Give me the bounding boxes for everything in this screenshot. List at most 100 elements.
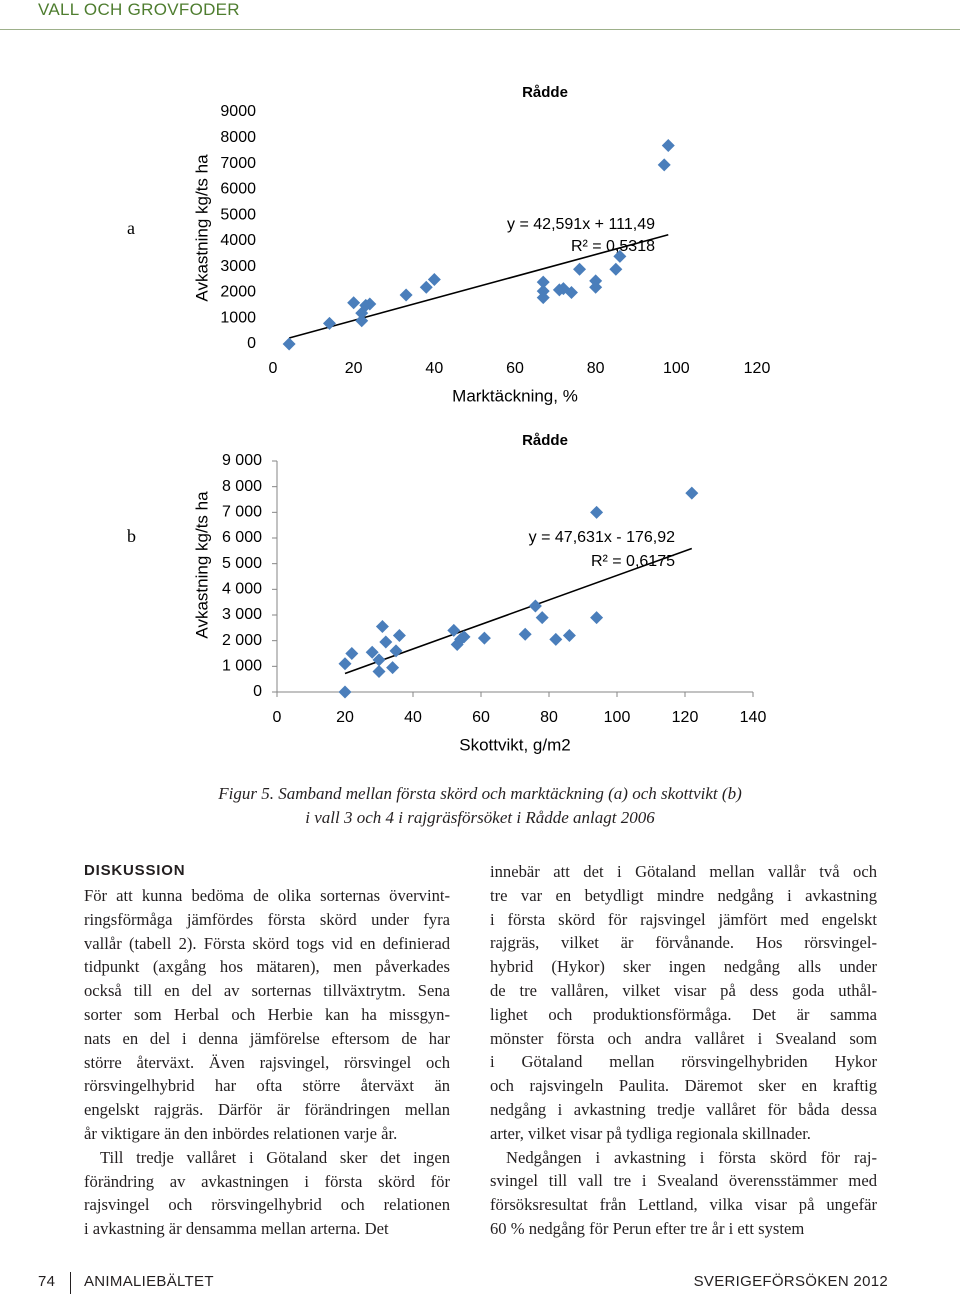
data-point bbox=[528, 599, 542, 613]
data-point bbox=[573, 262, 587, 276]
y-tick-label: 0 bbox=[247, 335, 256, 352]
text-line: Till tredje vallåret i Götaland sker det… bbox=[100, 1147, 450, 1167]
data-point bbox=[477, 631, 491, 645]
text-line: i avkastning är densamma mellan arterna.… bbox=[84, 1219, 389, 1239]
data-point bbox=[375, 620, 389, 634]
data-point bbox=[536, 275, 550, 289]
text-line: nedgång i avkastning tredje vallåret för… bbox=[490, 1099, 877, 1119]
footer-right: SVERIGEFÖRSÖKEN 2012 bbox=[693, 1273, 888, 1290]
x-tick-label: 80 bbox=[540, 709, 558, 726]
y-tick-label: 7 000 bbox=[222, 504, 262, 521]
y-tick-label: 2 000 bbox=[222, 632, 262, 649]
data-point bbox=[447, 623, 461, 637]
data-point bbox=[536, 291, 550, 305]
data-point bbox=[372, 664, 386, 678]
y-axis-label: Avkastning kg/ts ha bbox=[192, 154, 211, 302]
data-point bbox=[590, 505, 604, 519]
text-line: ringsförmåga jämfördes första skörd unde… bbox=[84, 909, 450, 929]
data-point bbox=[345, 647, 359, 660]
data-point bbox=[392, 629, 406, 643]
data-point bbox=[347, 296, 361, 310]
section-header: VALL OCH GROVFODER bbox=[38, 0, 240, 19]
equation-label: y = 42,591x + 111,49 bbox=[507, 216, 655, 233]
x-tick-label: 60 bbox=[506, 360, 524, 377]
x-tick-label: 120 bbox=[744, 360, 771, 377]
x-tick-label: 140 bbox=[740, 709, 767, 726]
y-tick-label: 8000 bbox=[220, 129, 256, 146]
text-line: i Götaland mellan rörsvingelhybriden Hyk… bbox=[490, 1052, 877, 1072]
data-point bbox=[372, 653, 386, 667]
y-tick-label: 9000 bbox=[220, 103, 256, 120]
data-point bbox=[419, 280, 433, 294]
text-line: förändring av avkastningen i första skör… bbox=[84, 1171, 450, 1191]
text-line: rajgräs, vilket är förvånande. Hos rörsv… bbox=[490, 933, 877, 953]
text-column: För att kunna bedöma de olika sorternas … bbox=[84, 884, 450, 1241]
x-tick-label: 100 bbox=[604, 709, 631, 726]
equation-label: y = 47,631x - 176,92 bbox=[529, 529, 675, 546]
text-line: försöksresultat från Lettland, vilka vis… bbox=[490, 1195, 877, 1215]
data-point bbox=[590, 611, 604, 625]
data-point bbox=[427, 273, 441, 287]
text-line: i första skörd för rajsvingel jämfört me… bbox=[490, 909, 877, 929]
x-tick-label: 80 bbox=[587, 360, 605, 377]
text-line: också till en del av sorternas tillväxtr… bbox=[84, 981, 450, 1001]
text-line: För att kunna bedöma de olika sorternas … bbox=[84, 886, 450, 905]
data-point bbox=[661, 139, 675, 153]
text-line: engelskt rajgräs. Därför är förändringen… bbox=[84, 1100, 450, 1120]
data-point bbox=[613, 249, 627, 263]
text-line: lighet och produktionsförmåga. Det är sa… bbox=[490, 1004, 877, 1024]
text-line: mönster första och andra vallåret i Svea… bbox=[490, 1028, 877, 1048]
y-tick-label: 6 000 bbox=[222, 529, 262, 546]
y-tick-label: 4 000 bbox=[222, 581, 262, 598]
data-point bbox=[386, 661, 400, 675]
page-number: 74 bbox=[38, 1273, 56, 1290]
text-line: svingel till vall tre i Svealand överens… bbox=[490, 1171, 877, 1191]
data-point bbox=[564, 285, 578, 299]
panel-label: a bbox=[127, 218, 135, 238]
y-tick-label: 8 000 bbox=[222, 478, 262, 495]
text-line: 60 % nedgång för Perun efter tre år i et… bbox=[490, 1218, 805, 1238]
data-point bbox=[518, 627, 532, 641]
equation-label: R² = 0,6175 bbox=[591, 553, 675, 570]
x-tick-label: 20 bbox=[345, 360, 363, 377]
y-tick-label: 1000 bbox=[220, 309, 256, 326]
y-tick-label: 6000 bbox=[220, 181, 256, 198]
text-line: vallår (tabell 2). Första skörd togs vid… bbox=[84, 933, 450, 953]
footer-left: ANIMALIEBÄLTET bbox=[84, 1273, 214, 1290]
section-heading: DISKUSSION bbox=[84, 862, 186, 879]
text-line: sorter som Herbal och Herbie kan ha miss… bbox=[84, 1004, 450, 1024]
equation-label: R² = 0,5318 bbox=[571, 238, 655, 255]
figure: Rådde a Avkastning kg/ts ha Marktäckning, %… bbox=[127, 84, 771, 755]
text-line: rajsvingel och rörsvingelhybrid och rela… bbox=[84, 1195, 450, 1215]
data-point bbox=[549, 632, 563, 646]
text-line: större återväxt. Även rajsvingel, rörsvi… bbox=[84, 1052, 450, 1072]
data-point bbox=[338, 657, 352, 671]
x-tick-label: 0 bbox=[269, 360, 278, 377]
text-line: arter, vilket visar på tydliga regionala… bbox=[490, 1123, 811, 1143]
y-tick-label: 9 000 bbox=[222, 452, 262, 469]
x-tick-label: 60 bbox=[472, 709, 490, 726]
text-line: tidpunkt (axgång hos mätaren), men påver… bbox=[84, 957, 450, 977]
data-point bbox=[282, 337, 296, 351]
data-point bbox=[609, 262, 623, 276]
text-line: tre var en betydligt mindre nedgång i av… bbox=[490, 885, 877, 905]
data-point bbox=[457, 630, 471, 644]
x-tick-label: 0 bbox=[273, 709, 282, 726]
data-point bbox=[657, 158, 671, 172]
data-point bbox=[355, 314, 369, 328]
y-tick-label: 1 000 bbox=[222, 658, 262, 675]
data-point bbox=[322, 316, 336, 330]
x-tick-label: 40 bbox=[404, 709, 422, 726]
text-line: nats en del i denna jämförelse eftersom … bbox=[84, 1028, 450, 1048]
data-point bbox=[685, 486, 699, 500]
text-column: innebär att det i Götaland mellan vallår… bbox=[490, 860, 877, 1241]
trend-line bbox=[344, 547, 693, 675]
text-line: Nedgången i avkastning i första skörd fö… bbox=[506, 1147, 877, 1167]
text-line: hybrid (Hykor) sker ingen nedgång alls u… bbox=[490, 957, 877, 977]
y-tick-label: 3 000 bbox=[222, 606, 262, 623]
y-tick-label: 2000 bbox=[220, 284, 256, 301]
y-tick-label: 5000 bbox=[220, 206, 256, 223]
y-tick-label: 3000 bbox=[220, 258, 256, 275]
x-axis-label: Marktäckning, % bbox=[452, 386, 578, 405]
